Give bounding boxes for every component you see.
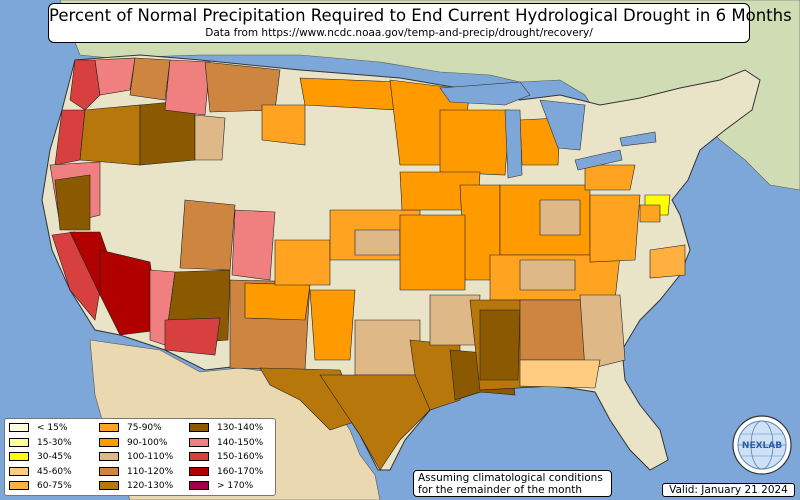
globe-logo-icon: NEXLAB xyxy=(732,415,792,475)
region-nm-north xyxy=(244,282,311,321)
region-wa-coast xyxy=(69,59,101,111)
region-co-east xyxy=(274,239,331,286)
legend-label: 130-140% xyxy=(217,423,264,433)
lake-ontario xyxy=(619,131,657,147)
region-ca-nv-border xyxy=(54,174,91,231)
legend-swatch xyxy=(189,423,209,432)
legend-label: 100-110% xyxy=(127,452,174,463)
region-or-central xyxy=(79,104,141,166)
legend-label: 60-75% xyxy=(37,481,72,492)
region-ms-east xyxy=(479,309,521,381)
lake-michigan xyxy=(504,109,523,179)
legend-swatch xyxy=(99,437,119,447)
region-mt-west xyxy=(204,61,281,113)
region-mo xyxy=(399,214,466,291)
region-id-south xyxy=(194,114,226,161)
legend-swatch xyxy=(189,437,209,447)
logo-text: NEXLAB xyxy=(742,441,782,451)
assumption-note-line-2: for the remainder of the month xyxy=(418,484,583,496)
legend-swatch xyxy=(189,481,209,491)
legend-label: < 15% xyxy=(37,423,68,433)
legend: < 15% 15-30% 30-45% 45-60% 60-75% 75-90% 90-10… xyxy=(4,418,276,496)
legend-label: 75-90% xyxy=(127,423,162,433)
legend-swatch xyxy=(9,466,29,476)
legend-label: 120-130% xyxy=(127,481,174,492)
legend-label: 15-30% xyxy=(37,437,72,448)
legend-swatch xyxy=(9,423,29,432)
legend-swatch xyxy=(189,452,209,462)
region-ok-tx-panhandle xyxy=(309,289,356,361)
region-oh-central xyxy=(539,199,581,236)
region-wv-va xyxy=(589,194,641,263)
region-az-se xyxy=(164,317,221,356)
region-ky-central xyxy=(519,259,576,291)
legend-label: 30-45% xyxy=(37,452,72,463)
region-pa-sw xyxy=(584,164,636,191)
legend-swatch xyxy=(9,481,29,491)
map-subtitle: Data from https://www.ncdc.noaa.gov/temp… xyxy=(205,27,593,39)
region-co-west xyxy=(231,209,276,281)
legend-swatch xyxy=(99,466,119,476)
legend-label: > 170% xyxy=(217,481,254,492)
legend-label: 45-60% xyxy=(37,466,72,477)
legend-label: 150-160% xyxy=(217,452,264,463)
legend-swatch xyxy=(9,437,29,447)
legend-swatch xyxy=(99,423,119,432)
legend-swatch xyxy=(189,466,209,476)
region-tx-central xyxy=(354,319,421,376)
map-title: Percent of Normal Precipitation Required… xyxy=(49,6,792,25)
lake-superior xyxy=(439,81,531,106)
region-wa-east xyxy=(129,57,171,101)
region-nc-east xyxy=(649,244,686,279)
region-id-north xyxy=(164,59,211,116)
region-wi xyxy=(439,109,511,176)
lake-erie xyxy=(574,149,623,171)
lake-huron xyxy=(539,99,586,151)
canada-landmass xyxy=(59,0,800,191)
region-ut-south xyxy=(179,199,236,271)
region-ga-sc xyxy=(579,294,626,371)
region-fl-panhandle xyxy=(519,359,601,389)
region-ks-central xyxy=(354,229,401,256)
region-ca-south xyxy=(99,249,161,336)
legend-label: 160-170% xyxy=(217,466,264,477)
region-mt-central xyxy=(261,104,306,146)
assumption-note-line-1: Assuming climatological conditions xyxy=(418,472,603,484)
legend-label: 90-100% xyxy=(127,437,168,448)
region-md-coast xyxy=(639,204,661,223)
legend-swatch xyxy=(99,452,119,462)
legend-label: 140-150% xyxy=(217,437,264,448)
legend-swatch xyxy=(9,452,29,462)
title-box: Percent of Normal Precipitation Required… xyxy=(48,3,792,43)
region-wa-cascades xyxy=(94,57,136,96)
legend-swatch xyxy=(99,481,119,491)
legend-label: 110-120% xyxy=(127,466,174,477)
region-nd xyxy=(299,77,401,111)
assumption-note: Assuming climatological conditions for t… xyxy=(413,470,612,497)
valid-date: Valid: January 21 2024 xyxy=(662,483,795,497)
